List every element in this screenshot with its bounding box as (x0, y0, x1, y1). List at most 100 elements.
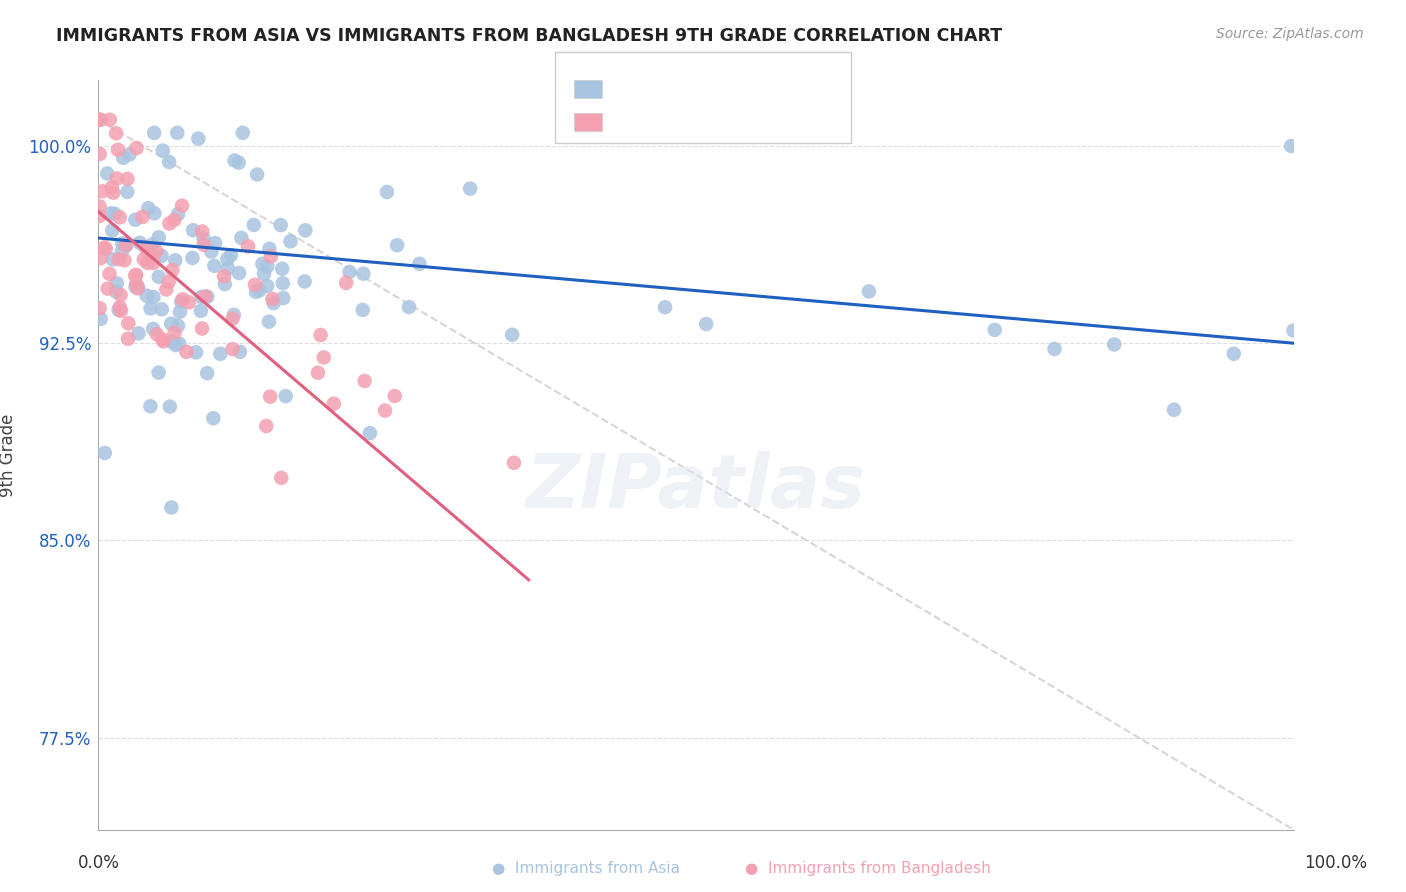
Point (224, 153, 246, 168)
Point (107, 143, 129, 157)
Point (89, 147, 111, 161)
Point (160, 317, 183, 331)
Point (127, 326, 149, 341)
Point (105, 171, 128, 186)
Point (163, 213, 186, 227)
Point (1223, 347, 1246, 361)
Point (352, 267, 374, 281)
Point (159, 217, 181, 231)
Point (322, 397, 344, 411)
Point (221, 342, 243, 356)
Point (160, 334, 183, 349)
Point (124, 268, 146, 283)
Point (134, 240, 156, 254)
Point (96, 166, 118, 180)
Point (124, 280, 146, 294)
Text: ●  Immigrants from Asia: ● Immigrants from Asia (492, 861, 681, 876)
Point (160, 500, 183, 515)
Point (166, 126, 188, 140)
Point (398, 300, 420, 314)
Point (294, 223, 316, 237)
Point (353, 374, 375, 388)
Point (150, 332, 173, 346)
Point (458, 181, 481, 195)
Point (148, 230, 170, 244)
Point (190, 290, 212, 304)
Point (89, 112, 111, 127)
Point (142, 256, 165, 270)
Point (89, 209, 111, 223)
Point (135, 289, 157, 303)
Point (167, 336, 190, 351)
Point (359, 426, 381, 441)
Text: Source: ZipAtlas.com: Source: ZipAtlas.com (1216, 27, 1364, 41)
Point (249, 283, 271, 297)
Point (1163, 402, 1185, 417)
Text: ZIPatlas: ZIPatlas (526, 451, 866, 524)
Point (142, 290, 165, 304)
Point (89, 301, 111, 316)
Point (195, 290, 218, 304)
Point (118, 147, 141, 161)
Point (165, 253, 187, 268)
Point (270, 471, 292, 485)
Point (148, 269, 170, 284)
Point (148, 366, 170, 380)
Point (111, 244, 134, 259)
Point (90, 312, 112, 326)
Point (181, 251, 204, 265)
Point (143, 126, 166, 140)
Point (501, 327, 523, 342)
Point (232, 126, 254, 140)
Point (503, 456, 526, 470)
Point (408, 257, 430, 271)
Point (97, 282, 120, 296)
Point (194, 289, 217, 303)
Point (112, 253, 135, 268)
Point (101, 252, 124, 267)
Text: 100.0%: 100.0% (1305, 855, 1367, 872)
Point (202, 411, 225, 425)
Point (270, 218, 292, 232)
Point (253, 267, 276, 281)
Point (312, 351, 335, 365)
Point (98, 112, 121, 127)
Point (374, 403, 396, 417)
Point (221, 311, 243, 326)
Point (200, 244, 222, 259)
Point (167, 207, 190, 221)
Point (181, 223, 204, 237)
Point (307, 366, 329, 380)
Point (176, 345, 198, 359)
Point (107, 302, 129, 317)
Point (159, 400, 181, 414)
Point (141, 237, 163, 252)
Point (246, 168, 269, 182)
Point (111, 236, 134, 251)
Point (117, 172, 139, 186)
Point (145, 327, 167, 342)
Point (138, 246, 160, 260)
Point (259, 242, 281, 256)
Point (152, 144, 174, 158)
Point (127, 281, 149, 295)
Point (654, 300, 676, 314)
Point (384, 389, 406, 403)
Point (139, 399, 162, 413)
Point (217, 261, 239, 276)
Point (1282, 324, 1305, 338)
Point (352, 302, 374, 317)
Point (309, 328, 332, 343)
Point (125, 277, 148, 291)
Point (105, 277, 128, 291)
Point (132, 252, 155, 267)
Point (163, 326, 186, 340)
Point (257, 315, 280, 329)
Point (115, 239, 138, 253)
Text: ●  Immigrants from Bangladesh: ● Immigrants from Bangladesh (745, 861, 991, 876)
Point (108, 300, 131, 314)
Point (214, 277, 236, 291)
Point (150, 249, 173, 263)
Point (212, 269, 235, 284)
Point (117, 185, 139, 199)
